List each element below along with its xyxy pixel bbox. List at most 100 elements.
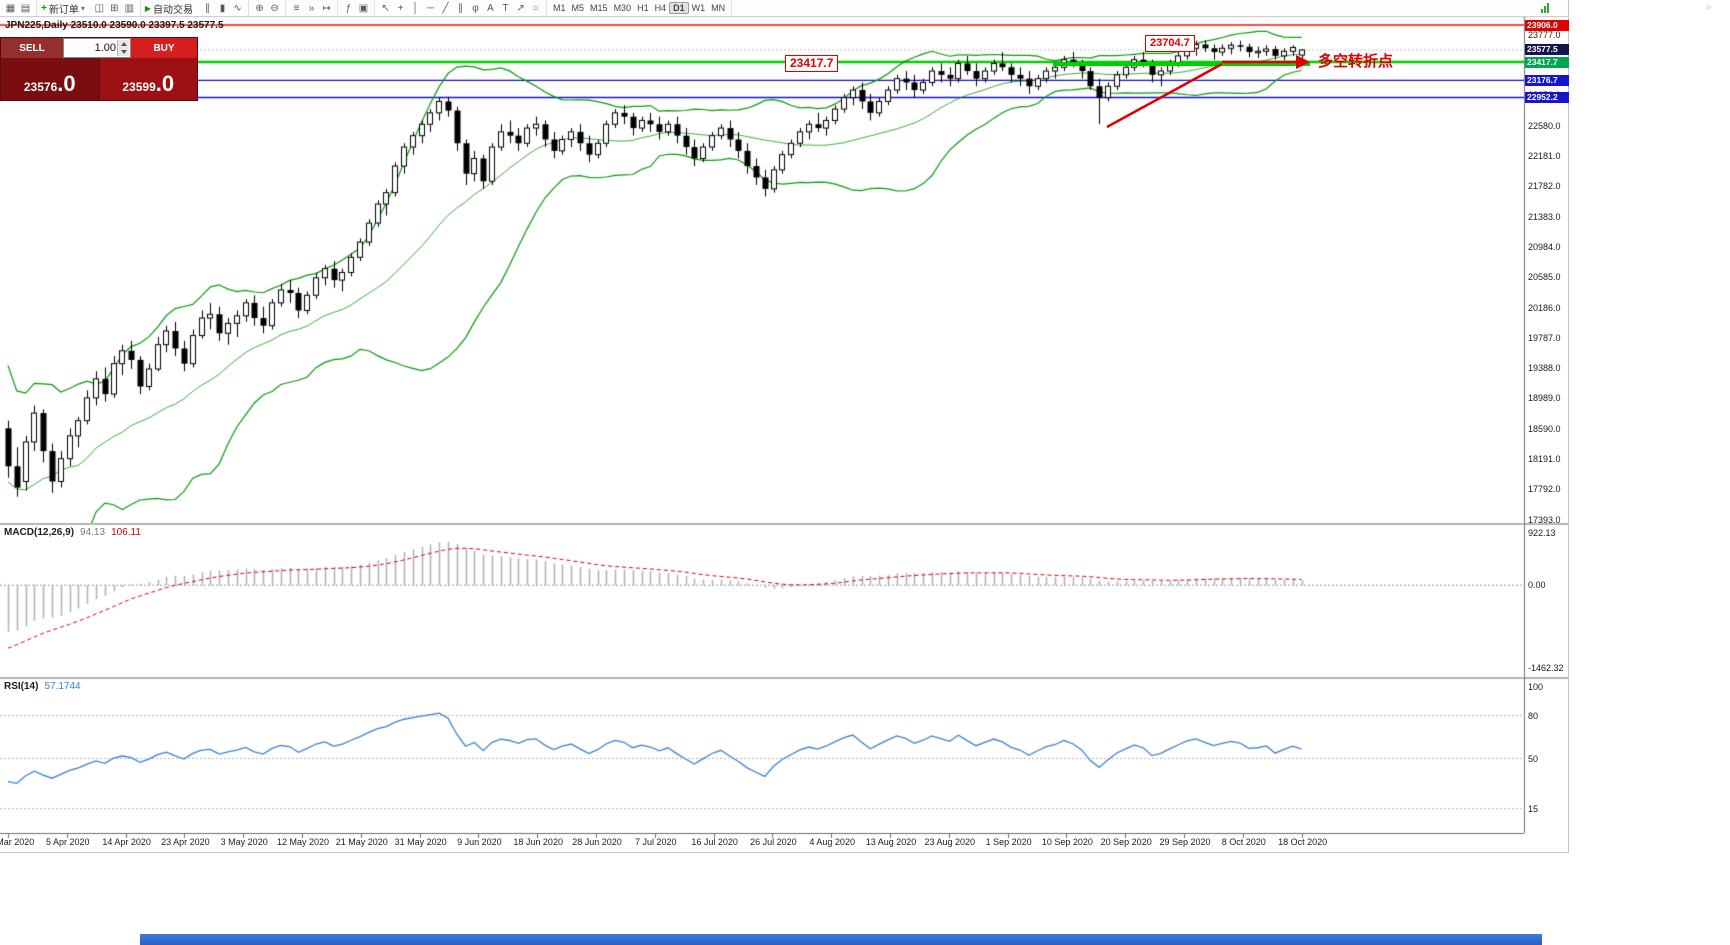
rsi-header: RSI(14) 57.1744	[4, 681, 81, 692]
play-icon: ▶	[144, 3, 152, 13]
arrowhead-icon	[1296, 55, 1310, 69]
tile-windows-icon[interactable]: ≡	[293, 2, 300, 14]
templates-icon[interactable]: ▣	[358, 2, 369, 14]
price-axis-label: 19787.0	[1528, 332, 1561, 343]
channel-tool-icon[interactable]: ∥	[458, 2, 464, 14]
turning-point-note[interactable]: 多空转折点	[1318, 53, 1394, 70]
line-chart-icon[interactable]: ∿	[233, 2, 242, 14]
fibonacci-tool-icon[interactable]: φ	[472, 2, 479, 14]
trend-arrow-line[interactable]	[1106, 62, 1223, 129]
timeframe-d1[interactable]: D1	[669, 2, 689, 14]
text-tool-icon[interactable]: A	[487, 2, 494, 14]
timeframe-w1[interactable]: W1	[691, 3, 706, 13]
crosshair-tool-icon[interactable]: +	[397, 2, 404, 14]
macd-axis-label: -1462.32	[1528, 663, 1564, 673]
date-label: 16 Jul 2020	[691, 837, 738, 847]
text-label-tool-icon[interactable]: T	[502, 2, 509, 14]
timeframe-m15[interactable]: M15	[590, 3, 608, 13]
macd-value: 94.13	[80, 527, 106, 538]
date-label: 18 Oct 2020	[1278, 837, 1328, 847]
date-label: 26 Jul 2020	[750, 837, 797, 847]
vertical-line-tool-icon[interactable]: │	[412, 2, 419, 14]
auto-scroll-icon[interactable]: »	[308, 2, 315, 14]
rsi-name: RSI(14)	[4, 681, 39, 692]
price-axis-label: 21782.0	[1528, 181, 1561, 192]
price-axis-label: 17792.0	[1528, 484, 1561, 495]
horizontal-line-tool-icon[interactable]: ─	[426, 2, 435, 14]
timeframe-m1[interactable]: M1	[553, 3, 566, 13]
chart-canvas[interactable]	[0, 0, 1568, 852]
date-label: 3 May 2020	[220, 837, 268, 847]
chart-shift-icon[interactable]: ↦	[322, 2, 331, 14]
macd-signal-value: 106.11	[111, 527, 141, 538]
timeframe-mn[interactable]: MN	[711, 3, 726, 13]
chart-profiles-icon[interactable]: ▤	[20, 2, 31, 14]
trend-annotation[interactable]	[1030, 25, 1330, 135]
buy-price-main: 23599	[122, 80, 156, 94]
timeframe-m5[interactable]: M5	[571, 3, 585, 13]
timeframe-h4[interactable]: H4	[654, 3, 667, 13]
price-axis-label: 20984.0	[1528, 241, 1561, 252]
sell-price-pips: .0	[57, 71, 76, 96]
buy-button[interactable]: BUY	[131, 38, 197, 58]
high-price-label[interactable]: 23704.7	[1145, 35, 1195, 52]
price-tag: 22952.2	[1525, 91, 1569, 103]
buy-price[interactable]: 23599 .0	[98, 58, 197, 100]
level-price-label[interactable]: 23417.7	[785, 55, 839, 72]
cursor-tool-icon[interactable]: ↖	[381, 2, 390, 14]
new-order-label: 新订单	[48, 4, 79, 16]
date-label: 14 Apr 2020	[102, 837, 151, 847]
zoom-out-icon[interactable]: ⊖	[270, 2, 279, 14]
sell-price-main: 23576	[23, 80, 58, 94]
date-label: 9 Jun 2020	[457, 837, 502, 847]
price-axis-label: 21383.0	[1528, 211, 1561, 222]
lot-size-field[interactable]: 1.00	[63, 38, 131, 58]
lot-spinner[interactable]	[117, 40, 129, 56]
toolbar-overflow-icon[interactable]: »	[1706, 2, 1712, 13]
zoom-in-icon[interactable]: ⊕	[255, 2, 264, 14]
date-label: 23 Apr 2020	[161, 837, 210, 847]
toolbar: ▦ ▤ + 新订单 ▾ ◫ ⊞ ▥ ▶ 自动交易 ∥ ▮ ∿ ⊕ ⊖ ≡ » ↦ ƒ ▣ ↖ + │ ─…	[0, 0, 1568, 17]
lot-size-value[interactable]: 1.00	[94, 42, 116, 54]
new-order-button[interactable]: + 新订单 ▾	[37, 1, 89, 16]
terminal-icon[interactable]: ▥	[124, 2, 135, 14]
navigator-icon[interactable]: ⊞	[110, 2, 119, 14]
bar-chart-icon[interactable]: ∥	[205, 2, 211, 14]
date-label: 7 Jul 2020	[635, 837, 677, 847]
taskbar-strip	[140, 934, 1542, 945]
price-tag: 23577.5	[1525, 44, 1569, 56]
price-axis-label: 22580.0	[1528, 120, 1561, 131]
date-label: 31 May 2020	[394, 837, 447, 847]
lot-decrease-icon[interactable]	[120, 50, 127, 54]
arrow-tool-icon[interactable]: ↗	[516, 2, 525, 14]
new-chart-icon[interactable]: ▦	[5, 2, 16, 14]
price-tag: 23176.7	[1525, 74, 1569, 86]
date-label: 28 Jun 2020	[572, 837, 622, 847]
one-click-trading-panel: SELL 1.00 BUY 23576 .0 23599 .0	[0, 37, 198, 101]
sell-button[interactable]: SELL	[1, 38, 63, 58]
candlestick-chart-icon[interactable]: ▮	[219, 2, 226, 14]
rsi-axis-label: 50	[1528, 753, 1539, 764]
buy-price-pips: .0	[155, 71, 175, 96]
autotrading-button[interactable]: ▶ 自动交易	[141, 1, 197, 16]
rsi-axis-label: 80	[1528, 710, 1539, 721]
timeframe-h1[interactable]: H1	[637, 3, 649, 13]
sell-price[interactable]: 23576 .0	[1, 58, 99, 100]
timeframe-m30[interactable]: M30	[613, 3, 632, 13]
macd-header: MACD(12,26,9) 94.13 106.11	[4, 527, 141, 538]
date-label: 18 Jun 2020	[513, 837, 563, 847]
trendline-tool-icon[interactable]: ╱	[442, 2, 449, 14]
price-axis-label: 20186.0	[1528, 302, 1561, 313]
lot-increase-icon[interactable]	[120, 42, 127, 46]
date-label: 20 Sep 2020	[1100, 837, 1152, 847]
autotrading-label: 自动交易	[153, 4, 194, 16]
price-tag: 23417.7	[1525, 56, 1569, 68]
shapes-tool-icon[interactable]: ○	[532, 2, 539, 14]
date-label: 12 May 2020	[276, 837, 330, 847]
rsi-axis-label: 100	[1528, 682, 1544, 692]
macd-name: MACD(12,26,9)	[4, 527, 75, 538]
price-axis-label: 23777.0	[1528, 29, 1561, 40]
date-label: 23 Aug 2020	[924, 837, 976, 847]
indicators-icon[interactable]: ƒ	[345, 2, 352, 14]
market-watch-icon[interactable]: ◫	[94, 2, 105, 14]
